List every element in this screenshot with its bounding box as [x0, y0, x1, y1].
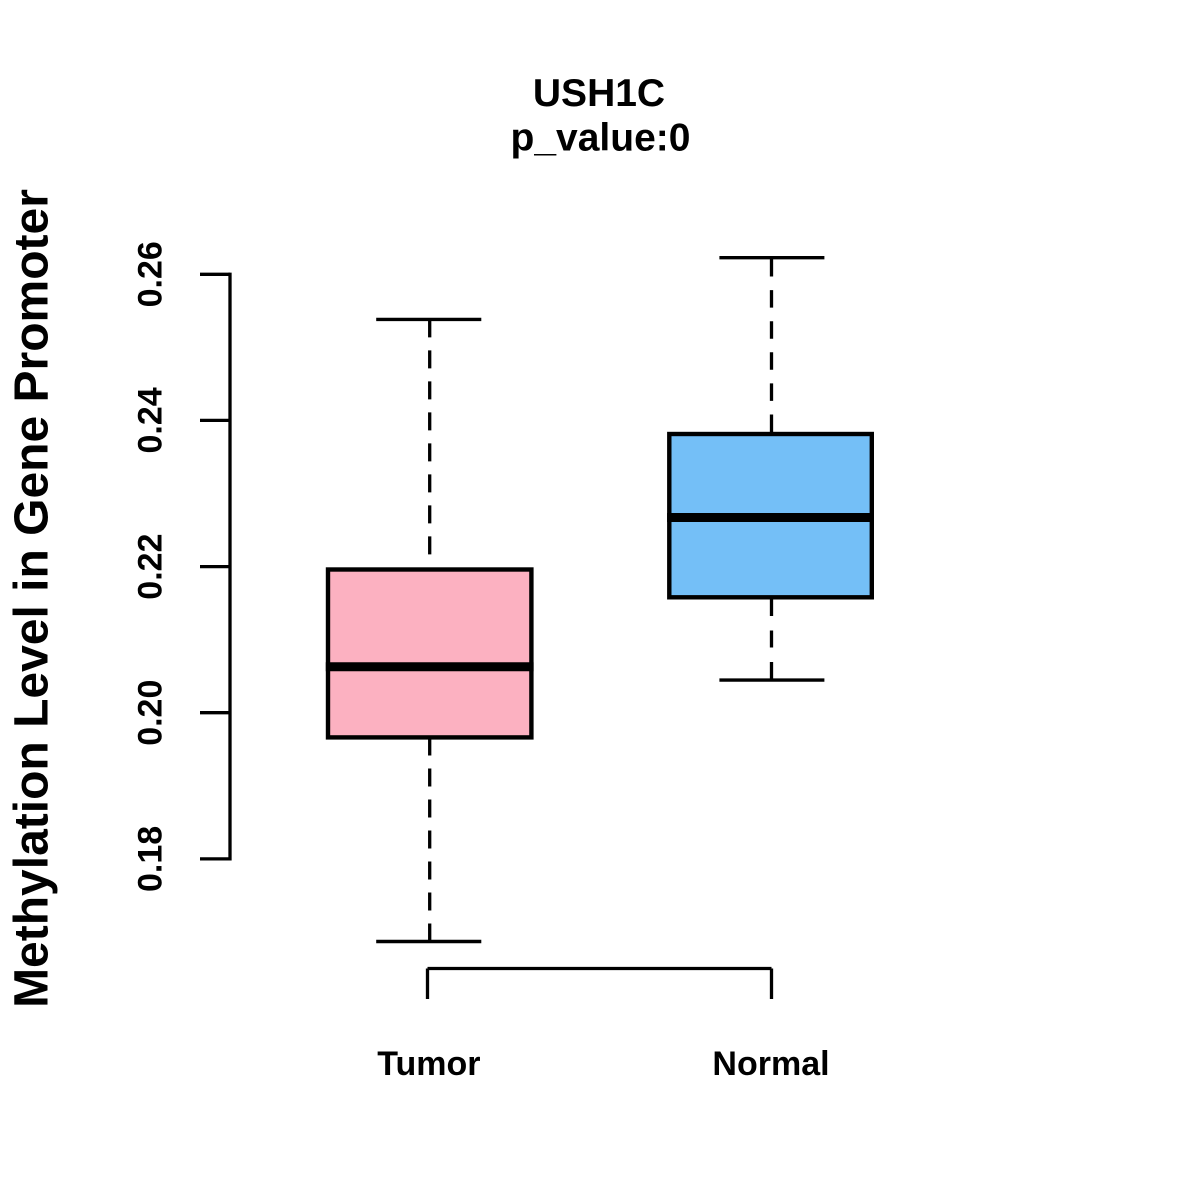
svg-text:0.24: 0.24 — [132, 387, 170, 453]
svg-text:Methylation Level in Gene Prom: Methylation Level in Gene Promoter — [6, 189, 59, 1008]
svg-text:p_value:0: p_value:0 — [511, 117, 691, 160]
svg-text:0.26: 0.26 — [132, 241, 170, 307]
svg-text:Tumor: Tumor — [377, 1045, 480, 1083]
svg-text:0.20: 0.20 — [132, 680, 170, 746]
svg-text:0.18: 0.18 — [132, 826, 170, 892]
svg-text:USH1C: USH1C — [533, 72, 665, 115]
svg-text:0.22: 0.22 — [132, 534, 170, 600]
svg-text:Normal: Normal — [712, 1045, 829, 1083]
